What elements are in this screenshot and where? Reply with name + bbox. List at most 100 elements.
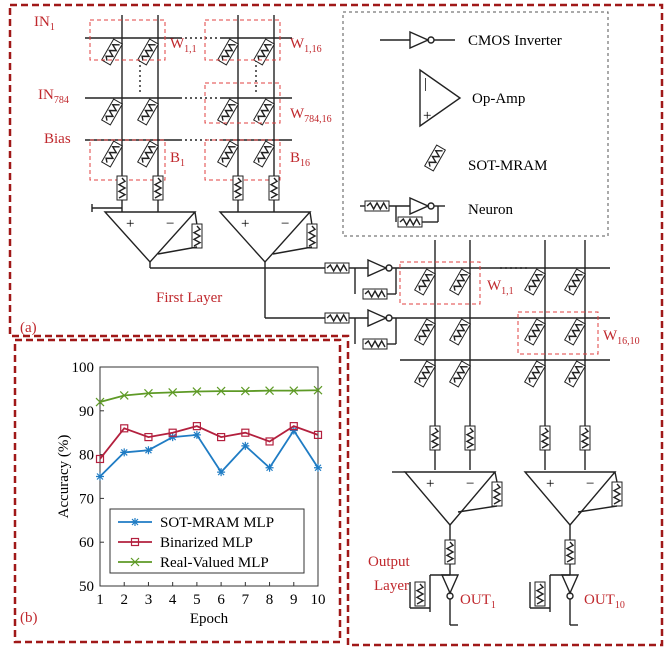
- wire: [273, 247, 312, 254]
- resistor-body: [565, 319, 586, 345]
- label: B16: [290, 150, 310, 169]
- y-tick-label: 90: [79, 404, 94, 420]
- resistor-body: [254, 141, 275, 167]
- figure: IN1IN784BiasW1,1W1,16W784,16B1B16+−+−Fir…: [0, 0, 670, 650]
- label-text: (a): [20, 320, 37, 336]
- label: OUT10: [584, 592, 625, 611]
- resistor-body: [565, 361, 586, 387]
- plus: +: [126, 216, 134, 232]
- x-axis-label: Epoch: [190, 611, 229, 627]
- resistor-body: [102, 99, 123, 125]
- resistor-body: [138, 141, 159, 167]
- weight-box: [90, 20, 165, 60]
- minus: |: [424, 76, 427, 92]
- point: [241, 442, 249, 450]
- x-tick-label: 5: [193, 592, 201, 608]
- chart: 506070809010012345678910EpochAccuracy (%…: [56, 360, 326, 627]
- legend-text: CMOS Inverter: [468, 33, 562, 49]
- x-tick-label: 4: [169, 592, 177, 608]
- legend-label: SOT-MRAM MLP: [160, 515, 274, 531]
- resistor-body: [565, 269, 586, 295]
- resistor-body: [415, 319, 436, 345]
- label: Output: [368, 554, 411, 570]
- legend-text: SOT-MRAM: [468, 158, 547, 174]
- resistor-body: [525, 361, 546, 387]
- wire: [158, 247, 197, 254]
- label-text: B: [170, 150, 180, 166]
- resistor-body: [218, 141, 239, 167]
- op-amp: [105, 212, 195, 262]
- sot-mram-icon: [525, 319, 546, 345]
- resistor-body: [415, 361, 436, 387]
- plus: +: [426, 476, 434, 492]
- resistor-body: [102, 141, 123, 167]
- sot-mram-icon: [430, 426, 440, 450]
- legend-label: Binarized MLP: [160, 535, 253, 551]
- x-tick-label: 3: [145, 592, 153, 608]
- sot-mram-icon: [450, 361, 471, 387]
- label-sub: 1,1: [184, 44, 197, 55]
- sot-mram-icon: [540, 426, 550, 450]
- point: [314, 464, 322, 472]
- sot-mram-icon: [450, 319, 471, 345]
- point: [120, 448, 128, 456]
- inverter: [562, 575, 578, 593]
- legend-text: Neuron: [468, 202, 513, 218]
- label-text: (b): [20, 610, 38, 626]
- label-sub: 10: [615, 600, 625, 611]
- plus: +: [423, 108, 431, 124]
- point: [96, 473, 104, 481]
- inverter: [368, 310, 386, 326]
- sot-mram-icon: [325, 313, 349, 323]
- resistor-body: [450, 269, 471, 295]
- label-text: W: [290, 36, 305, 52]
- sot-mram-icon: [565, 540, 575, 564]
- resistor-body: [450, 361, 471, 387]
- sot-mram-icon: [325, 263, 349, 273]
- resistor-body: [525, 319, 546, 345]
- x-tick-label: 9: [290, 592, 298, 608]
- label: W784,16: [290, 106, 332, 125]
- resistor-body: [218, 39, 239, 65]
- x-tick-label: 8: [266, 592, 274, 608]
- sot-mram-icon: [535, 582, 545, 606]
- point: [169, 433, 177, 441]
- label: W1,1: [170, 36, 197, 55]
- label-sub: 1: [50, 22, 55, 33]
- y-tick-label: 70: [79, 491, 94, 507]
- sot-mram-icon: [415, 582, 425, 606]
- wire: [195, 212, 197, 225]
- legend-label: Real-Valued MLP: [160, 555, 269, 571]
- label-text: First Layer: [156, 290, 222, 306]
- sot-mram-icon: [138, 39, 159, 65]
- label-text: Output: [368, 554, 411, 570]
- y-tick-label: 100: [72, 360, 95, 376]
- sot-mram-icon: [363, 339, 387, 349]
- label-sub: 1,1: [501, 286, 514, 297]
- minus: −: [166, 216, 174, 232]
- label-sub: 784: [54, 95, 69, 106]
- resistor-body: [254, 99, 275, 125]
- sot-mram-icon: [363, 289, 387, 299]
- label: First Layer: [156, 290, 222, 306]
- legend-text: Op-Amp: [472, 91, 525, 107]
- label-sub: 1: [180, 158, 185, 169]
- label-text: W: [170, 36, 185, 52]
- label-text: OUT: [460, 592, 491, 608]
- plus: +: [241, 216, 249, 232]
- label: (b): [20, 610, 38, 626]
- label: OUT1: [460, 592, 496, 611]
- sot-mram-icon: [565, 269, 586, 295]
- x-tick-label: 6: [217, 592, 225, 608]
- resistor-body: [254, 39, 275, 65]
- sot-mram-icon: [218, 99, 239, 125]
- sot-mram-icon: [192, 224, 202, 248]
- label-text: OUT: [584, 592, 615, 608]
- resistor-body: [525, 269, 546, 295]
- sot-mram-icon: [102, 39, 123, 65]
- sot-mram-icon: [117, 176, 127, 200]
- label: W16,10: [603, 328, 640, 347]
- op-amp: [405, 472, 495, 525]
- label: IN1: [34, 14, 55, 33]
- resistor-body: [102, 39, 123, 65]
